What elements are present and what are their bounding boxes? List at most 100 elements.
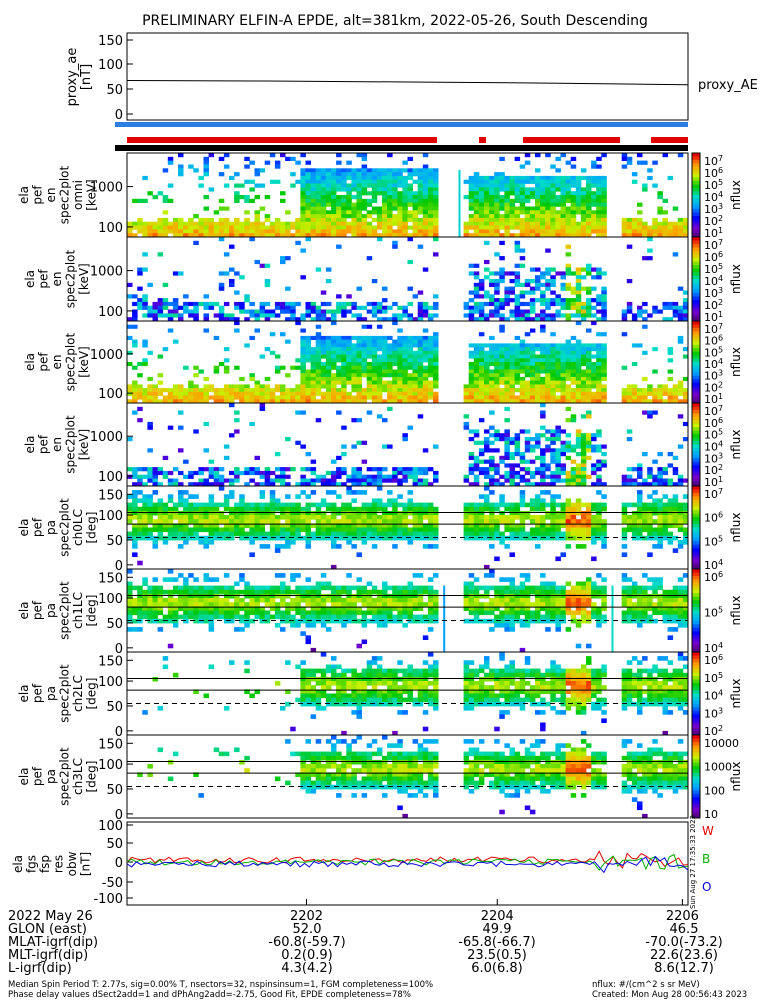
spectrogram-cell (586, 444, 592, 449)
spectrogram-cell (300, 510, 306, 516)
spectrogram-cell (626, 309, 633, 314)
spectrogram-cell (346, 380, 352, 385)
spectrogram-cell (382, 444, 388, 449)
spectrogram-cell (137, 474, 143, 479)
spectrogram-cell (300, 444, 306, 449)
spectrogram-cell (371, 510, 378, 516)
spectrogram-cell (626, 467, 633, 472)
spectrogram-cell (290, 317, 296, 322)
spectrogram-cell (331, 510, 337, 516)
spectrogram-cell (489, 214, 495, 219)
spectrogram-cell (264, 531, 271, 537)
spectrogram-cell (682, 494, 689, 499)
spectrogram-cell (524, 391, 531, 396)
spectrogram-cell (167, 498, 174, 503)
spectrogram-cell (504, 474, 510, 479)
spectrogram-cell (519, 527, 526, 533)
superscript: 2 (718, 298, 723, 307)
spectrogram-cell (244, 164, 250, 169)
spectrogram-cell (203, 395, 209, 400)
spectrogram-cell (489, 544, 495, 549)
spectrogram-cell (580, 369, 587, 374)
spectrogram-cell (188, 229, 194, 234)
spectrogram-cell (356, 531, 362, 537)
spectrogram-cell (387, 373, 393, 378)
spectrogram-cell (412, 395, 419, 400)
spectrogram-cell (346, 160, 352, 165)
spectrogram-cell (341, 531, 347, 537)
spectrogram-cell (320, 515, 327, 520)
colorbar-cell (692, 286, 700, 290)
spectrogram-cell (167, 577, 174, 582)
spectrogram-cell (494, 515, 500, 520)
spectrogram-cell (570, 470, 577, 476)
spectrogram-cell (504, 214, 510, 219)
spectrogram-cell (234, 172, 240, 177)
spectrogram-cell (657, 391, 663, 396)
spectrogram-cell (371, 301, 378, 307)
colorbar-cell (692, 541, 700, 546)
spectrogram-cell (514, 437, 521, 442)
spectrogram-cell (535, 498, 541, 503)
spectrogram-cell (351, 362, 357, 367)
spectrogram-cell (244, 309, 250, 314)
colorbar-cell (692, 534, 700, 539)
spectrogram-cell (427, 225, 434, 230)
spectrogram-cell (132, 294, 138, 299)
spectrogram-cell (371, 399, 378, 404)
spectrogram-cell (142, 175, 148, 181)
spectrogram-cell (662, 153, 668, 158)
spectrogram-cell (504, 365, 510, 370)
spectrogram-cell (244, 395, 250, 400)
spectrogram-cell (351, 179, 357, 184)
spectrogram-cell (193, 593, 199, 599)
spectrogram-cell (519, 309, 526, 314)
spectrogram-cell (402, 391, 408, 396)
spectrogram-cell (310, 168, 317, 173)
spectrogram-cell (519, 164, 526, 169)
spectrogram-cell (667, 369, 674, 374)
spectrogram-cell (560, 502, 566, 508)
spectrogram-cell (545, 369, 551, 374)
spectrogram-cell (565, 267, 572, 272)
spectrogram-cell (331, 519, 337, 524)
spectrogram-cell (535, 179, 541, 184)
spectrogram-cell (274, 535, 281, 541)
spectrogram-cell (550, 502, 556, 508)
spectrogram-cell (427, 335, 434, 340)
spectrogram-cell (657, 395, 663, 400)
spectrogram-cell (198, 515, 204, 520)
spectrogram-cell (672, 391, 679, 396)
colorbar-cell (692, 160, 700, 164)
spectrogram-cell (642, 502, 648, 508)
spectrogram-cell (555, 556, 561, 562)
spectrogram-cell (555, 448, 561, 453)
spectrogram-cell (509, 354, 515, 359)
spectrogram-cell (259, 502, 266, 508)
spectrogram-cell (310, 502, 317, 508)
spectrogram-cell (535, 535, 541, 541)
spectrogram-cell (601, 373, 607, 378)
spectrogram-cell (468, 221, 475, 226)
spectrogram-cell (203, 217, 209, 223)
spectrogram-cell (484, 210, 490, 215)
spectrogram-cell (402, 229, 408, 234)
spectrogram-cell (519, 519, 526, 524)
spectrogram-cell (280, 470, 286, 476)
spectrogram-cell (591, 354, 597, 359)
spectrogram-cell (637, 494, 643, 499)
spectrogram-cell (167, 519, 174, 524)
spectrogram-cell (223, 527, 230, 533)
spectrogram-cell (392, 376, 398, 381)
spectrogram-cell (672, 506, 679, 512)
spectrogram-cell (310, 183, 317, 188)
spectrogram-cell (259, 527, 266, 533)
spectrogram-cell (137, 523, 143, 528)
spectrogram-cell (647, 414, 653, 419)
spectrogram-cell (361, 350, 368, 355)
spectrogram-cell (586, 305, 592, 310)
colorbar-cell (692, 496, 700, 501)
spectrogram-cell (397, 482, 403, 487)
spectrogram-cell (259, 388, 266, 393)
spectrogram-cell (626, 388, 633, 393)
